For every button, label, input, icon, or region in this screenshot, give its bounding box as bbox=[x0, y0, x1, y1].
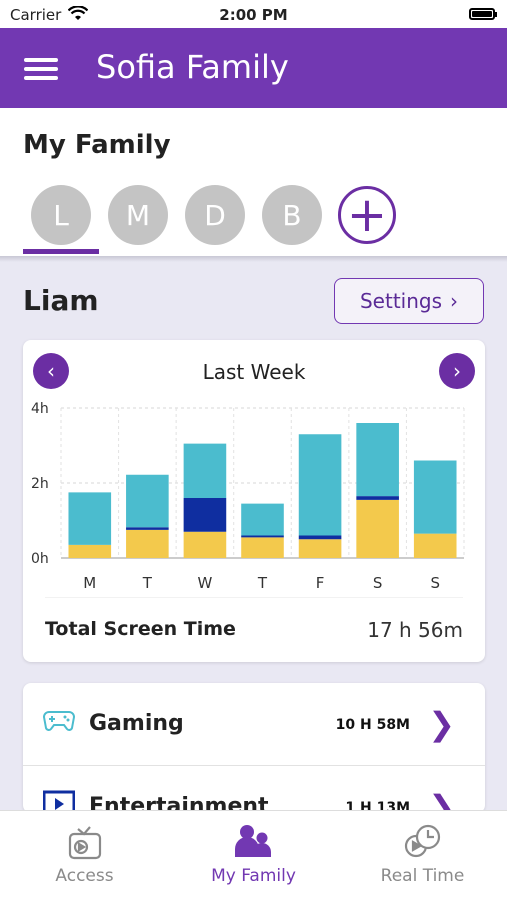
bar-segment bbox=[356, 496, 399, 500]
app-bar: Sofia Family bbox=[0, 28, 507, 108]
bar-segment bbox=[126, 474, 169, 528]
gamepad-icon bbox=[42, 707, 76, 737]
category-label: Gaming bbox=[89, 711, 184, 736]
carrier-label: Carrier bbox=[10, 6, 62, 24]
y-tick-label: 2h bbox=[31, 476, 49, 492]
family-icon bbox=[169, 823, 338, 861]
bar-segment bbox=[183, 498, 227, 532]
bar-segment bbox=[241, 503, 284, 536]
tab-label: Real Time bbox=[380, 866, 465, 886]
bar-segment bbox=[126, 529, 169, 558]
bar-segment bbox=[68, 492, 112, 545]
family-section: My Family L M D B + bbox=[0, 108, 507, 256]
status-bar: Carrier 2:00 PM bbox=[0, 0, 507, 28]
selected-member-indicator bbox=[23, 249, 99, 254]
next-week-button[interactable]: › bbox=[439, 353, 475, 389]
app-title: Sofia Family bbox=[96, 48, 289, 86]
screen-time-card: ‹ Last Week › 0h 2h 4h M T W T F S S Total Screen… bbox=[23, 340, 485, 662]
bar-segment bbox=[241, 535, 284, 538]
add-member-button[interactable]: + bbox=[338, 186, 396, 244]
member-avatar-l[interactable]: L bbox=[31, 185, 91, 245]
x-tick-label: M bbox=[83, 574, 96, 592]
category-duration: 1 H 13M bbox=[345, 800, 410, 813]
bar-segment bbox=[413, 533, 457, 558]
y-tick-label: 0h bbox=[31, 551, 49, 567]
member-avatar-d[interactable]: D bbox=[185, 185, 245, 245]
menu-icon[interactable] bbox=[24, 58, 58, 80]
bar-segment bbox=[298, 539, 342, 558]
settings-label: Settings bbox=[359, 289, 443, 313]
bar-segment bbox=[298, 535, 342, 540]
chevron-right-icon: ❯ bbox=[428, 705, 455, 743]
family-heading: My Family bbox=[23, 130, 171, 160]
previous-week-button[interactable]: ‹ bbox=[33, 353, 69, 389]
category-list: Gaming 10 H 58M ❯ Entertainment 1 H 13M … bbox=[23, 683, 485, 813]
tv-access-icon bbox=[0, 823, 169, 861]
y-tick-label: 4h bbox=[31, 401, 49, 417]
tab-real-time[interactable]: Real Time bbox=[338, 811, 507, 901]
tab-label: My Family bbox=[211, 866, 296, 886]
play-icon bbox=[42, 790, 76, 813]
x-tick-label: S bbox=[430, 574, 440, 592]
bar-segment bbox=[183, 531, 227, 558]
realtime-clock-icon bbox=[338, 823, 507, 861]
tab-my-family[interactable]: My Family bbox=[169, 811, 338, 901]
bar-segment bbox=[413, 460, 457, 534]
x-tick-label: T bbox=[257, 574, 268, 592]
total-screen-time-value: 17 h 56m bbox=[367, 618, 463, 642]
category-label: Entertainment bbox=[89, 794, 269, 813]
x-tick-label: W bbox=[198, 574, 213, 592]
bar-segment bbox=[298, 434, 342, 536]
tab-bar: Access My Family Real Time bbox=[0, 810, 507, 901]
child-name: Liam bbox=[23, 284, 99, 317]
total-screen-time-label: Total Screen Time bbox=[45, 618, 236, 640]
bar-segment bbox=[126, 527, 169, 530]
period-label: Last Week bbox=[202, 360, 306, 384]
category-row-entertainment[interactable]: Entertainment 1 H 13M ❯ bbox=[23, 766, 485, 813]
chevron-right-icon: › bbox=[450, 289, 459, 313]
category-duration: 10 H 58M bbox=[335, 717, 410, 733]
wifi-icon bbox=[67, 5, 89, 26]
tab-label: Access bbox=[55, 866, 114, 886]
tab-access[interactable]: Access bbox=[0, 811, 169, 901]
x-tick-label: T bbox=[142, 574, 153, 592]
settings-button[interactable]: Settings › bbox=[334, 278, 484, 324]
bar-segment bbox=[241, 537, 284, 558]
bar-segment bbox=[356, 423, 399, 497]
section-shadow bbox=[0, 256, 507, 262]
clock-time: 2:00 PM bbox=[219, 6, 288, 24]
category-row-gaming[interactable]: Gaming 10 H 58M ❯ bbox=[23, 683, 485, 766]
x-tick-label: F bbox=[316, 574, 325, 592]
chevron-right-icon: ❯ bbox=[428, 788, 455, 813]
x-tick-label: S bbox=[373, 574, 383, 592]
member-avatar-m[interactable]: M bbox=[108, 185, 168, 245]
battery-icon bbox=[469, 8, 497, 20]
screen-time-chart: 0h 2h 4h M T W T F S S bbox=[31, 401, 465, 598]
bar-segment bbox=[183, 443, 227, 498]
bar-segment bbox=[68, 544, 112, 558]
member-avatar-b[interactable]: B bbox=[262, 185, 322, 245]
bar-segment bbox=[356, 499, 399, 558]
